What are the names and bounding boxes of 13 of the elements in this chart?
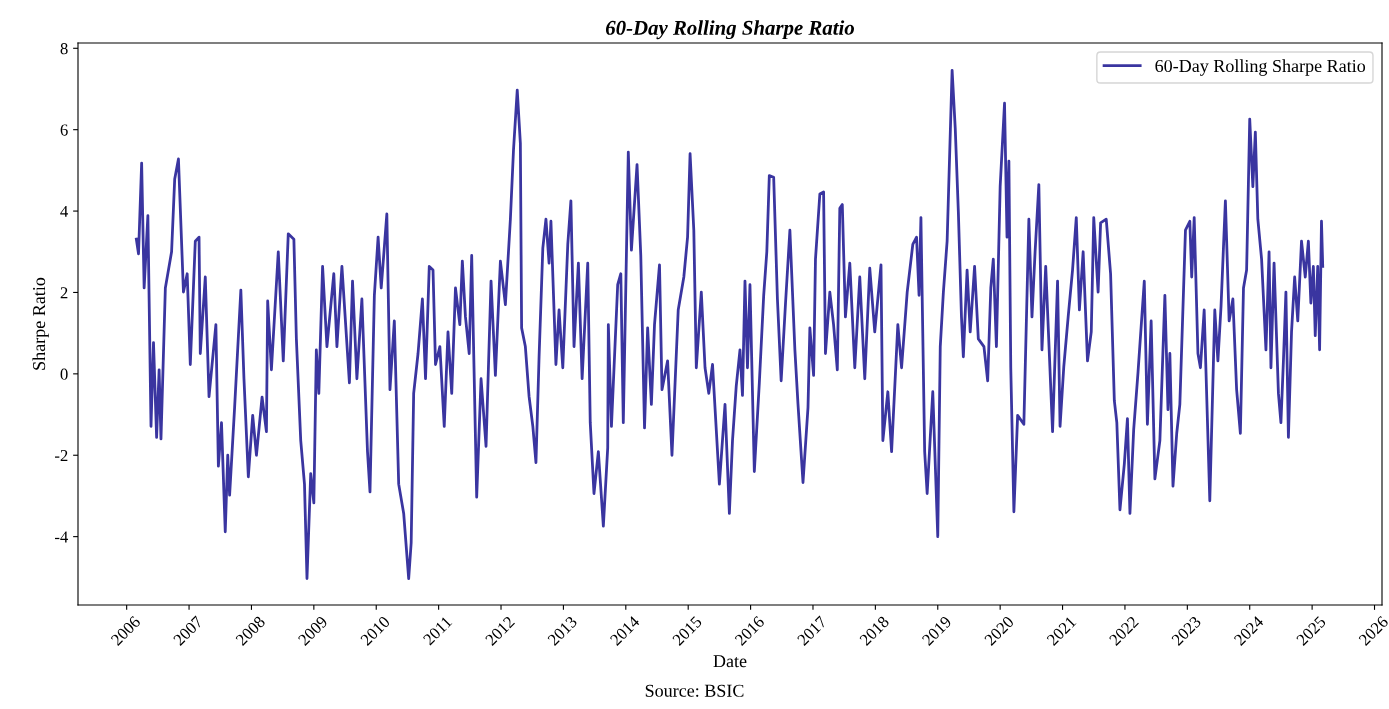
y-tick-label: 2 <box>60 287 68 299</box>
x-tick-label: 2011 <box>422 615 453 646</box>
y-tick-label: -2 <box>55 449 68 462</box>
y-tick-label: 4 <box>60 205 69 217</box>
legend-label: 60-Day Rolling Sharpe Ratio <box>1155 59 1366 76</box>
y-tick-label: 0 <box>60 368 68 380</box>
source-note: Source: BSIC <box>645 684 744 697</box>
y-tick-label: 6 <box>60 124 68 136</box>
chart-title: 60-Day Rolling Sharpe Ratio <box>605 20 855 40</box>
y-axis-title: Sharpe Ratio <box>32 277 49 370</box>
y-tick-label: -4 <box>55 531 69 543</box>
x-axis-title: Date <box>713 655 747 668</box>
y-tick-label: 8 <box>60 42 68 55</box>
